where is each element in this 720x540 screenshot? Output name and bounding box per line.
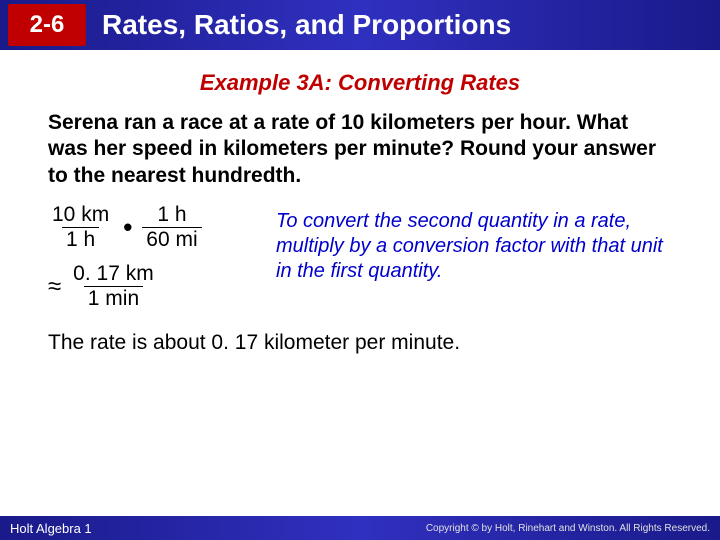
frac2-denominator: 60 mi xyxy=(142,227,201,252)
fraction-result: 0. 17 km 1 min xyxy=(69,262,158,311)
content-area: Example 3A: Converting Rates Serena ran … xyxy=(0,50,720,355)
footer-book-title: Holt Algebra 1 xyxy=(10,521,92,536)
lesson-title: Rates, Ratios, and Proportions xyxy=(102,9,511,41)
fraction-conversion: 1 h 60 mi xyxy=(142,203,201,252)
note-column: To convert the second quantity in a rate… xyxy=(258,203,672,284)
footer-bar: Holt Algebra 1 Copyright © by Holt, Rine… xyxy=(0,516,720,540)
frac1-denominator: 1 h xyxy=(62,227,99,252)
result-numerator: 0. 17 km xyxy=(69,262,158,286)
equation-column: 10 km 1 h • 1 h 60 mi ≈ 0. 17 km 1 min xyxy=(48,203,258,312)
lesson-badge: 2-6 xyxy=(8,4,86,46)
header-bar: 2-6 Rates, Ratios, and Proportions xyxy=(0,0,720,50)
footer-copyright: Copyright © by Holt, Rinehart and Winsto… xyxy=(426,523,710,534)
problem-statement: Serena ran a race at a rate of 10 kilome… xyxy=(40,110,680,189)
conversion-note: To convert the second quantity in a rate… xyxy=(276,209,672,284)
frac1-numerator: 10 km xyxy=(48,203,113,227)
result-denominator: 1 min xyxy=(84,286,143,311)
conclusion-text: The rate is about 0. 17 kilometer per mi… xyxy=(40,331,680,355)
approx-symbol: ≈ xyxy=(48,273,61,301)
multiplication-expression: 10 km 1 h • 1 h 60 mi xyxy=(48,203,258,252)
result-expression: ≈ 0. 17 km 1 min xyxy=(48,262,258,311)
lesson-number: 2-6 xyxy=(30,11,65,39)
example-title: Example 3A: Converting Rates xyxy=(40,70,680,96)
multiply-dot: • xyxy=(123,214,132,240)
frac2-numerator: 1 h xyxy=(153,203,190,227)
work-row: 10 km 1 h • 1 h 60 mi ≈ 0. 17 km 1 min T… xyxy=(40,203,680,312)
fraction-rate: 10 km 1 h xyxy=(48,203,113,252)
